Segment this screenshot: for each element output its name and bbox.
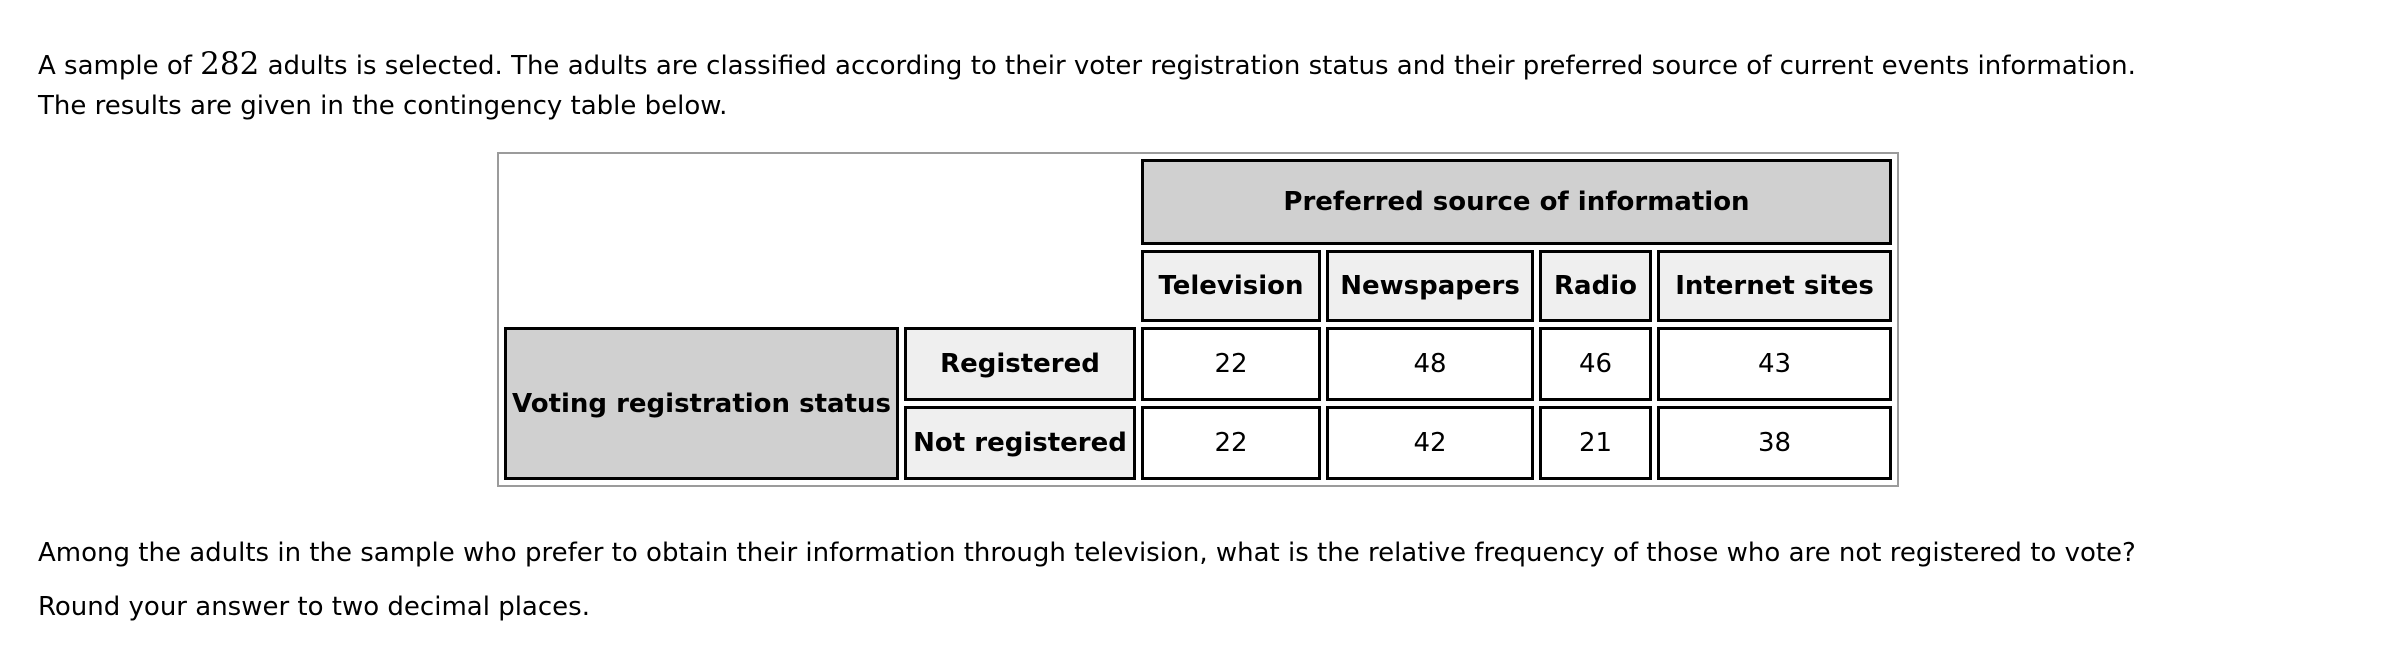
row-header-not-registered: Not registered: [904, 406, 1136, 480]
table-blank-cell: [504, 250, 1136, 322]
cell-not-registered-radio: 21: [1539, 406, 1652, 480]
row-group-header: Voting registration status: [504, 327, 899, 480]
row-header-registered: Registered: [904, 327, 1136, 401]
intro-prefix: A sample of: [38, 51, 201, 81]
column-header-newspapers: Newspapers: [1326, 250, 1534, 322]
sample-size-value: 282: [200, 46, 260, 82]
intro-line2-text: The results are given in the contingency…: [38, 91, 728, 121]
column-group-header: Preferred source of information: [1141, 159, 1892, 245]
problem-line-2: The results are given in the contingency…: [38, 86, 2358, 126]
column-header-television: Television: [1141, 250, 1321, 322]
problem-line-1: A sample of 282 adults is selected. The …: [38, 44, 2358, 86]
column-header-internet-sites: Internet sites: [1657, 250, 1892, 322]
question-block: Among the adults in the sample who prefe…: [38, 533, 2358, 627]
column-header-radio: Radio: [1539, 250, 1652, 322]
problem-statement: A sample of 282 adults is selected. The …: [38, 44, 2358, 126]
rounding-instruction: Round your answer to two decimal places.: [38, 592, 590, 622]
table-corner-blank: [504, 159, 1136, 245]
cell-not-registered-newspapers: 42: [1326, 406, 1534, 480]
cell-registered-internet-sites: 43: [1657, 327, 1892, 401]
cell-not-registered-internet-sites: 38: [1657, 406, 1892, 480]
cell-registered-radio: 46: [1539, 327, 1652, 401]
question-text: Among the adults in the sample who prefe…: [38, 538, 2136, 568]
cell-not-registered-television: 22: [1141, 406, 1321, 480]
cell-registered-television: 22: [1141, 327, 1321, 401]
cell-registered-newspapers: 48: [1326, 327, 1534, 401]
contingency-table: Preferred source of information Televisi…: [497, 152, 1899, 487]
intro-suffix: adults is selected. The adults are class…: [259, 51, 2136, 81]
